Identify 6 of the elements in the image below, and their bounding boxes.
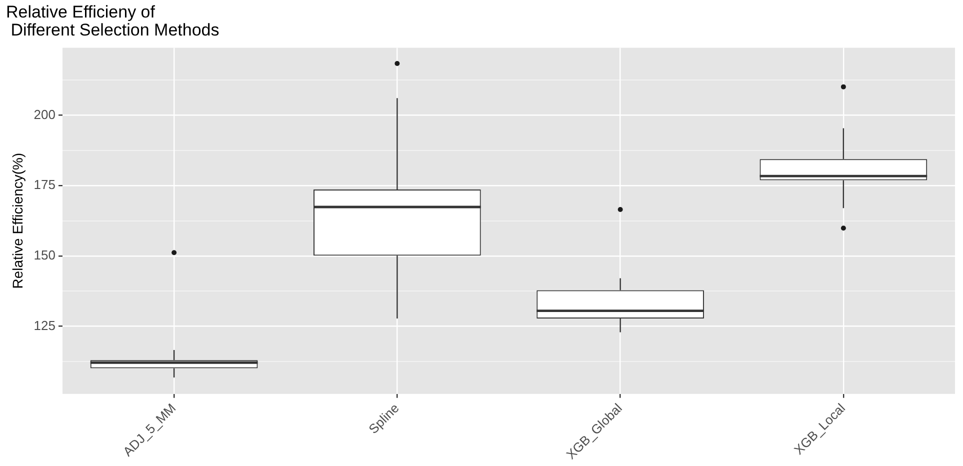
y-tick-label: 200 (34, 106, 56, 122)
y-tick-label: 175 (34, 177, 56, 192)
y-tick-label: 150 (34, 248, 56, 263)
y-axis-title: Relative Efficiency(%) (9, 152, 26, 289)
y-tick-label: 125 (34, 318, 56, 333)
chart-title: Relative Efficieny of Different Selection Methods (6, 2, 220, 40)
